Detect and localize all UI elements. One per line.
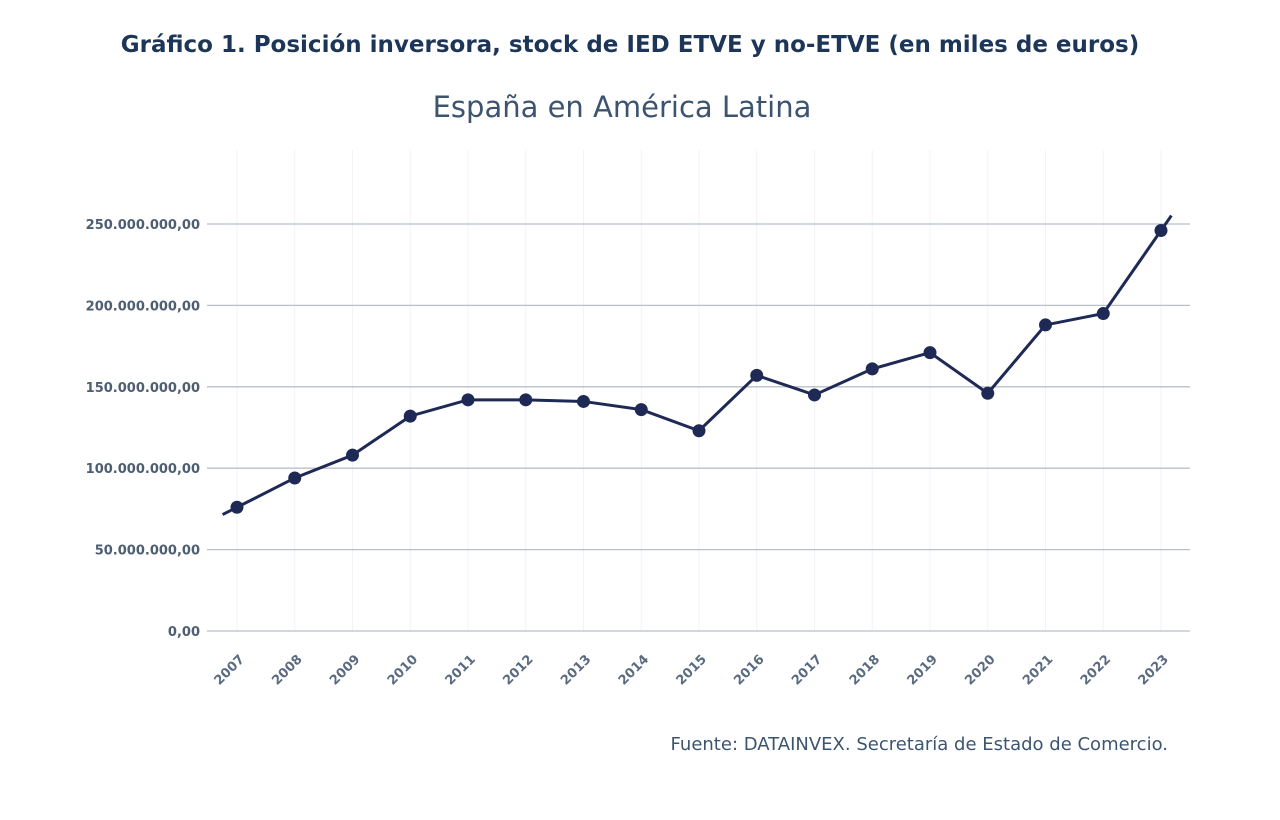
data-point: [1096, 307, 1110, 321]
x-tick-label: 2007: [212, 652, 248, 688]
y-tick-label: 200.000.000,00: [86, 299, 200, 314]
series-line: [221, 214, 1173, 516]
data-point: [808, 388, 821, 402]
y-tick-label: 250.000.000,00: [86, 218, 200, 233]
x-tick-label: 2020: [962, 652, 998, 688]
y-tick-label: 100.000.000,00: [86, 462, 200, 477]
data-point: [461, 393, 475, 407]
data-point: [346, 448, 359, 462]
x-tick-label: 2022: [1078, 652, 1114, 688]
data-point: [1039, 318, 1052, 332]
x-tick-label: 2010: [385, 652, 421, 688]
chart-title: Gráfico 1. Posición inversora, stock de …: [120, 32, 1140, 58]
data-point: [750, 368, 764, 382]
data-point: [634, 403, 648, 417]
x-tick-label: 2012: [500, 652, 536, 688]
x-tick-label: 2021: [1020, 652, 1056, 688]
x-tick-label: 2018: [847, 652, 883, 688]
data-point: [403, 409, 417, 423]
x-tick-label: 2009: [327, 652, 363, 688]
x-tick-label: 2014: [616, 652, 652, 688]
data-point: [519, 393, 533, 407]
source-note: Fuente: DATAINVEX. Secretaría de Estado …: [670, 734, 1168, 755]
x-tick-label: 2013: [558, 652, 594, 688]
data-point: [288, 471, 302, 485]
y-tick-label: 150.000.000,00: [86, 381, 200, 396]
data-point: [865, 362, 879, 376]
data-point: [692, 424, 706, 438]
data-point: [230, 500, 244, 514]
y-tick-label: 50.000.000,00: [95, 544, 200, 559]
x-tick-label: 2015: [674, 652, 710, 688]
chart-subtitle: España en América Latina: [432, 90, 812, 124]
x-tick-label: 2017: [789, 652, 825, 688]
x-tick-label: 2016: [731, 652, 767, 688]
data-point: [923, 346, 937, 360]
x-tick-label: 2011: [443, 652, 479, 688]
data-point: [981, 386, 995, 400]
data-point: [577, 394, 590, 408]
x-tick-label: 2023: [1136, 652, 1172, 688]
x-tick-label: 2008: [269, 652, 305, 688]
data-point: [1154, 224, 1168, 238]
x-tick-label: 2019: [905, 652, 941, 688]
y-tick-label: 0,00: [168, 625, 200, 640]
